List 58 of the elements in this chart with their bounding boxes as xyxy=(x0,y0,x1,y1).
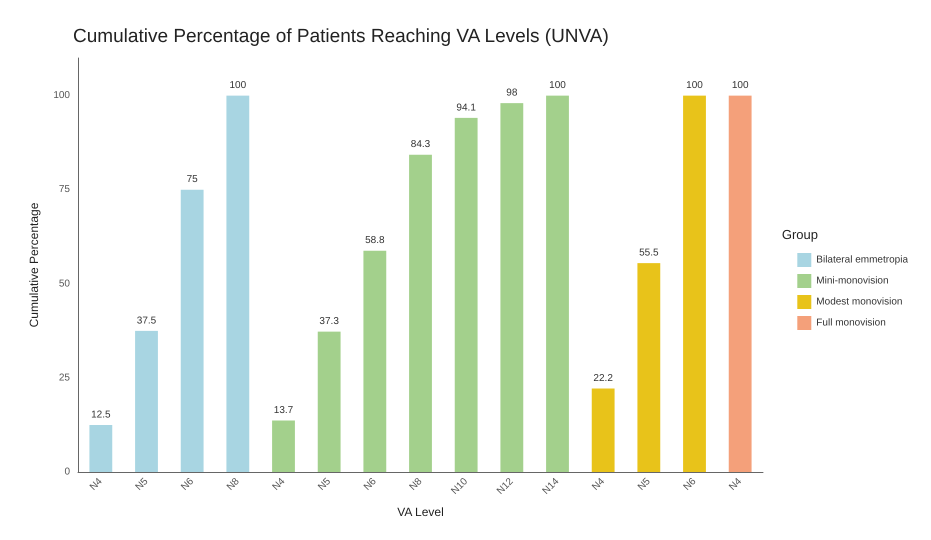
bar xyxy=(683,96,706,472)
bar xyxy=(135,330,158,472)
x-tick-label: N4 xyxy=(590,476,608,493)
bar xyxy=(637,263,660,472)
bar xyxy=(728,96,752,472)
data-label: 94.1 xyxy=(456,102,476,114)
y-tick-label: 0 xyxy=(64,466,70,478)
legend-label: Mini-monovision xyxy=(816,276,889,286)
legend-label: Modest monovision xyxy=(816,296,902,308)
chart-title: Cumulative Percentage of Patients Reaching VA Levels (UNVA) xyxy=(73,26,609,47)
legend-label: Bilateral emmetropia xyxy=(816,254,908,266)
bar xyxy=(592,388,615,472)
bar xyxy=(272,420,295,472)
y-tick-label: 100 xyxy=(53,90,70,102)
data-label: 100 xyxy=(686,80,704,92)
data-label: 100 xyxy=(229,80,247,92)
x-tick-label: N4 xyxy=(270,476,288,493)
data-label: 75 xyxy=(186,174,198,186)
x-tick-label: N5 xyxy=(316,476,334,493)
bar xyxy=(363,250,386,472)
bar xyxy=(454,118,478,472)
x-tick-label: N6 xyxy=(682,476,699,493)
x-tick-label: N12 xyxy=(494,476,516,497)
x-tick-label: N5 xyxy=(134,476,151,493)
x-tick-label: N6 xyxy=(179,476,196,493)
y-tick-label: 25 xyxy=(58,372,70,384)
y-axis-title: Cumulative Percentage xyxy=(27,202,41,328)
data-label: 55.5 xyxy=(639,248,659,259)
bar xyxy=(500,103,524,472)
x-tick-label: N10 xyxy=(449,476,470,497)
legend-label: Full monovision xyxy=(816,318,886,328)
data-label: 37.5 xyxy=(136,315,157,326)
x-tick-label: N8 xyxy=(224,476,242,493)
x-tick-label: N4 xyxy=(88,476,106,493)
x-tick-label: N14 xyxy=(540,476,562,497)
data-label: 12.5 xyxy=(91,409,111,420)
x-tick-label: N6 xyxy=(362,476,380,493)
data-label: 100 xyxy=(732,80,749,92)
data-label: 84.3 xyxy=(410,139,431,150)
bar xyxy=(89,424,112,472)
x-tick-label: N8 xyxy=(408,476,425,493)
x-tick-label: N4 xyxy=(727,476,744,493)
data-label: 13.7 xyxy=(274,404,294,416)
bar xyxy=(546,96,569,472)
data-label: 22.2 xyxy=(593,372,614,384)
data-label: 37.3 xyxy=(319,316,340,328)
data-label: 98 xyxy=(506,88,518,99)
legend-title: Group xyxy=(782,227,818,242)
data-label: 58.8 xyxy=(365,235,385,246)
data-label: 100 xyxy=(549,80,566,92)
y-tick-label: 75 xyxy=(58,184,70,196)
x-tick-label: N5 xyxy=(636,476,654,493)
x-axis-title: VA Level xyxy=(397,505,444,519)
bar xyxy=(318,332,341,472)
bar xyxy=(226,96,250,472)
y-tick-label: 50 xyxy=(58,278,70,290)
bar xyxy=(180,190,204,472)
bar xyxy=(409,154,432,472)
